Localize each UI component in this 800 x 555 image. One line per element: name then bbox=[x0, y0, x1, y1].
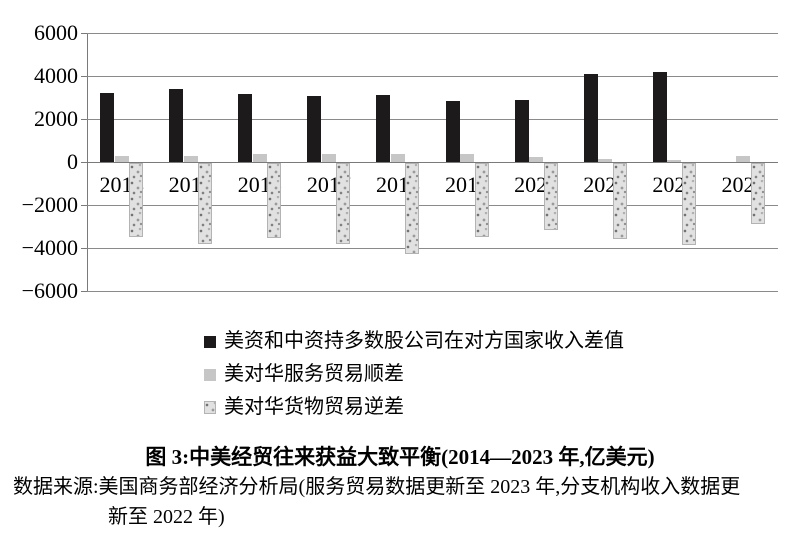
x-axis-label-2015: 2015 bbox=[168, 172, 213, 197]
legend-marker-speckled bbox=[204, 401, 216, 414]
chart-caption: 图 3:中美经贸往来获益大致平衡(2014—2023 年,亿美元) bbox=[145, 445, 655, 469]
bar-solid-black-2020 bbox=[514, 99, 529, 162]
legend-marker-solid-black bbox=[204, 335, 216, 348]
x-axis-label-2020: 2020 bbox=[514, 172, 559, 197]
bar-speckled-2021 bbox=[612, 163, 627, 239]
plot-area: 2014 2015 2016 2017 2018 2019 2020 2021 2022 2023 bbox=[81, 33, 778, 292]
zero-gridline bbox=[87, 162, 778, 163]
bar-speckled-2020 bbox=[543, 163, 558, 230]
legend-item-1: 美资和中资持多数股公司在对方国家收入差值 bbox=[204, 325, 624, 358]
bar-speckled-2014 bbox=[129, 163, 143, 238]
bar-solid-black-2014 bbox=[100, 93, 114, 162]
bar-solid-black-2022 bbox=[652, 71, 667, 162]
x-axis-label-2022: 2022 bbox=[652, 172, 697, 197]
data-source-note: 数据来源:美国商务部经济分析局(服务贸易数据更新至 2023 年,分支机构收入数… bbox=[13, 472, 789, 532]
legend-label: 美对华服务贸易顺差 bbox=[224, 363, 404, 385]
gridline bbox=[87, 33, 778, 34]
x-axis-label-2014: 2014 bbox=[99, 172, 144, 197]
bar-solid-gray-2016 bbox=[252, 154, 267, 162]
bar-speckled-2015 bbox=[198, 163, 213, 244]
bar-speckled-2023 bbox=[750, 163, 765, 225]
x-axis-label-2016: 2016 bbox=[237, 172, 282, 197]
legend-item-2: 美对华服务贸易顺差 bbox=[204, 358, 624, 391]
bar-speckled-2017 bbox=[336, 163, 351, 244]
y-tick-mark bbox=[81, 248, 87, 249]
y-axis-label: −6000 bbox=[21, 278, 78, 303]
gridline bbox=[87, 248, 778, 249]
x-axis-label-2017: 2017 bbox=[306, 172, 351, 197]
bar-solid-gray-2017 bbox=[321, 153, 336, 162]
data-source-line1: 数据来源:美国商务部经济分析局(服务贸易数据更新至 2023 年,分支机构收入数… bbox=[13, 476, 741, 498]
bar-solid-gray-2014 bbox=[114, 155, 129, 162]
bar-solid-black-2019 bbox=[445, 100, 460, 162]
bar-solid-gray-2020 bbox=[529, 157, 544, 162]
gridline bbox=[87, 119, 778, 120]
x-axis-label-2021: 2021 bbox=[583, 172, 628, 197]
bar-speckled-2018 bbox=[405, 163, 420, 255]
gridline bbox=[87, 76, 778, 77]
bar-solid-gray-2023 bbox=[736, 155, 751, 162]
bar-speckled-2016 bbox=[267, 163, 282, 239]
y-tick-mark bbox=[81, 205, 87, 206]
bar-solid-black-2015 bbox=[169, 88, 184, 162]
bar-solid-black-2021 bbox=[583, 73, 598, 162]
y-axis-label: 2000 bbox=[34, 106, 78, 131]
bar-solid-black-2017 bbox=[307, 96, 322, 162]
x-axis-label-2018: 2018 bbox=[375, 172, 420, 197]
legend-item-3: 美对华货物贸易逆差 bbox=[204, 391, 624, 424]
bar-solid-black-2016 bbox=[238, 94, 253, 162]
legend: 美资和中资持多数股公司在对方国家收入差值 美对华服务贸易顺差 美对华货物贸易逆差 bbox=[204, 325, 624, 424]
x-axis-label-2019: 2019 bbox=[445, 172, 490, 197]
y-axis-label: 6000 bbox=[34, 20, 78, 45]
gridline bbox=[87, 291, 778, 292]
y-tick-mark bbox=[81, 162, 87, 163]
bar-solid-gray-2015 bbox=[183, 155, 198, 162]
x-axis-label-2023: 2023 bbox=[721, 172, 766, 197]
y-tick-mark bbox=[81, 76, 87, 77]
data-source-line2: 新至 2022 年) bbox=[108, 506, 225, 528]
y-axis-labels: 6000 4000 2000 0 −2000 −4000 −6000 bbox=[0, 20, 80, 303]
bar-speckled-2019 bbox=[474, 163, 489, 237]
bar-speckled-2022 bbox=[681, 163, 696, 246]
bar-chart: 6000 4000 2000 0 −2000 −4000 −6000 2014 2015 201… bbox=[0, 20, 778, 303]
legend-label: 美对华货物贸易逆差 bbox=[224, 396, 404, 418]
y-tick-mark bbox=[81, 291, 87, 292]
gridline bbox=[87, 205, 778, 206]
y-axis-label: 0 bbox=[67, 149, 78, 174]
bar-solid-gray-2022 bbox=[667, 159, 682, 162]
y-axis-label: −4000 bbox=[21, 235, 78, 260]
bar-solid-gray-2019 bbox=[460, 153, 474, 162]
bar-solid-gray-2021 bbox=[598, 158, 613, 162]
bar-solid-gray-2018 bbox=[390, 153, 405, 162]
legend-label: 美资和中资持多数股公司在对方国家收入差值 bbox=[224, 330, 624, 352]
y-tick-mark bbox=[81, 33, 87, 34]
y-tick-mark bbox=[81, 119, 87, 120]
y-axis-label: −2000 bbox=[21, 192, 78, 217]
bar-solid-black-2018 bbox=[376, 94, 391, 162]
y-axis-label: 4000 bbox=[34, 63, 78, 88]
legend-marker-solid-gray bbox=[204, 368, 216, 381]
